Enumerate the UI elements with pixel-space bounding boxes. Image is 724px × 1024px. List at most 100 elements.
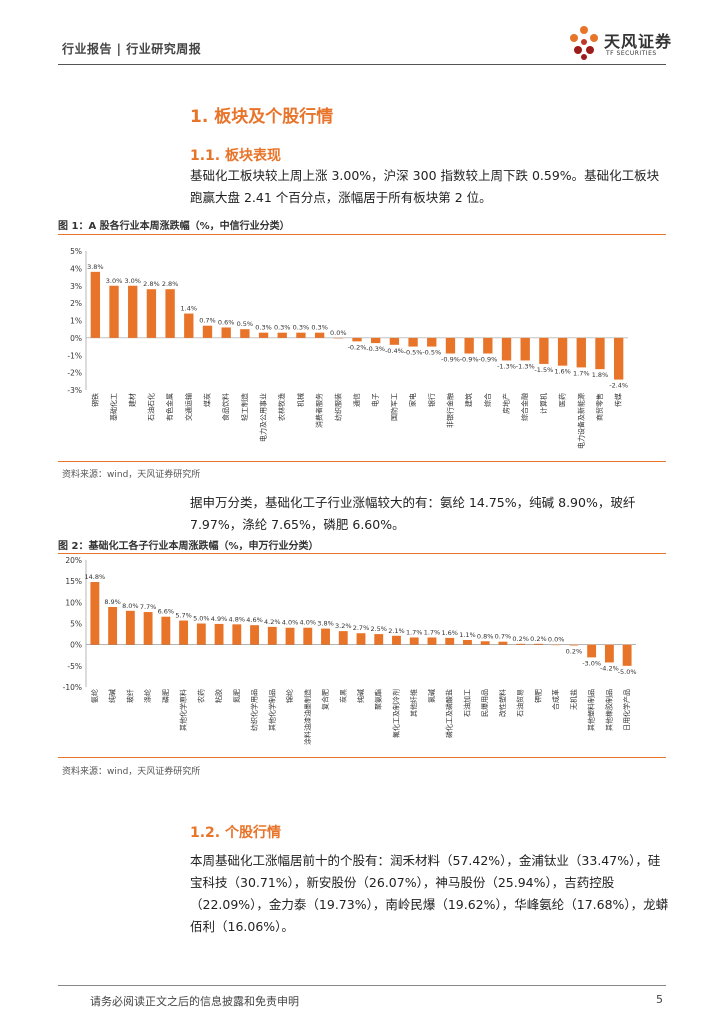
bar — [232, 624, 242, 645]
bar — [445, 637, 455, 645]
bar — [296, 332, 306, 338]
data-label: 0.3% — [274, 324, 291, 332]
data-label: 4.0% — [282, 619, 299, 627]
data-label: -0.9% — [478, 356, 497, 364]
data-label: 0.2% — [566, 648, 583, 656]
page-number: 5 — [656, 993, 663, 1006]
data-label: -1.3% — [516, 362, 535, 370]
category-label: 煤炭 — [202, 393, 211, 407]
category-label: 聚氨酯 — [374, 689, 383, 710]
footer-divider — [58, 985, 666, 986]
section-1-2-paragraph: 本周基础化工涨幅居前十的个股有：润禾材料（57.42%），金浦钛业（33.47%… — [190, 853, 669, 934]
category-label: 综合 — [483, 393, 492, 407]
data-label: 2.7% — [353, 624, 370, 632]
category-label: 农药 — [196, 689, 205, 703]
bar — [516, 643, 526, 645]
bar — [587, 644, 597, 658]
data-label: 8.0% — [122, 602, 139, 610]
category-label: 房地产 — [502, 393, 511, 414]
y-tick-label: 2% — [70, 299, 82, 308]
data-label: -0.3% — [366, 345, 385, 353]
data-label: 0.0% — [548, 636, 565, 644]
bar — [408, 337, 418, 347]
data-label: 1.7% — [406, 628, 423, 636]
category-label: 石油石化 — [146, 393, 155, 421]
category-label: 锦纶 — [285, 689, 294, 703]
y-tick-label: 10% — [65, 598, 82, 607]
data-label: 0.2% — [530, 635, 547, 643]
y-tick-label: 20% — [65, 556, 82, 565]
footer-disclaimer: 请务必阅读正文之后的信息披露和免责申明 — [90, 995, 299, 1008]
bar — [303, 627, 313, 645]
category-label: 电力设备及新能源 — [576, 393, 585, 449]
data-label: 4.6% — [246, 616, 263, 624]
bar — [277, 332, 287, 338]
data-label: 0.6% — [218, 318, 235, 326]
data-label: -1.3% — [497, 362, 516, 370]
data-label: 2.8% — [143, 280, 160, 288]
category-label: 非银行金融 — [445, 393, 454, 428]
bar — [463, 640, 472, 645]
category-label: 消费者服务 — [315, 393, 324, 428]
category-label: 粘胶 — [214, 689, 223, 703]
bar — [371, 337, 381, 344]
bar — [321, 628, 330, 645]
y-tick-label: 3% — [70, 282, 82, 291]
figure-1-chart: 5% 4% 3% 2% 1% 0% -1% -2% -3% 3.8% 钢铁 3.0% 基础化工 3.0% 建… — [67, 247, 628, 449]
bar — [125, 610, 135, 645]
bar — [557, 337, 568, 366]
bar — [427, 337, 437, 347]
bar — [613, 337, 624, 380]
data-label: -0.2% — [348, 343, 367, 351]
category-label: 综合金融 — [520, 393, 529, 421]
category-label: 医药 — [558, 393, 567, 407]
bar — [250, 625, 259, 645]
data-label: 4.0% — [300, 619, 317, 627]
y-tick-label: -5% — [67, 662, 82, 671]
category-label: 涤纶 — [143, 689, 152, 703]
category-label: 其他橡胶制品 — [604, 689, 613, 731]
y-tick-label: -10% — [63, 683, 82, 692]
category-label: 建筑 — [464, 393, 473, 407]
bar — [128, 285, 138, 338]
category-label: 日用化学产品 — [622, 689, 631, 731]
bar — [221, 327, 231, 338]
y-tick-label: 1% — [70, 317, 82, 326]
category-label: 其他塑料制品 — [587, 689, 596, 731]
bar — [333, 337, 343, 339]
category-label: 电子 — [371, 393, 380, 407]
data-label: 4.2% — [264, 618, 281, 626]
category-label: 国防军工 — [389, 393, 398, 421]
data-label: 4.9% — [211, 615, 228, 623]
bar — [480, 641, 490, 645]
figure-1-title: 图 1：A 股各行业本周涨跌幅（%，中信行业分类） — [58, 221, 290, 232]
bar — [143, 612, 153, 645]
bar — [622, 644, 632, 666]
category-label: 机械 — [296, 393, 305, 407]
category-label: 纺织化学用品 — [250, 689, 259, 731]
bar — [314, 332, 325, 338]
data-label: -5.0% — [618, 668, 637, 676]
header-divider — [58, 64, 666, 65]
category-label: 民爆用品 — [480, 689, 489, 717]
category-label: 石油加工 — [462, 689, 471, 717]
category-label: 基础化工 — [109, 393, 118, 421]
bar — [445, 337, 456, 354]
data-label: 0.5% — [237, 320, 254, 328]
bar — [146, 289, 157, 338]
bar — [595, 337, 605, 370]
data-label: 5.0% — [193, 615, 210, 623]
category-label: 氨纶 — [90, 689, 99, 703]
bar — [576, 337, 586, 368]
figure-2-title: 图 2：基础化工各子行业本周涨跌幅（%，申万行业分类） — [58, 541, 319, 552]
category-label: 氮肥 — [232, 689, 241, 703]
bar — [90, 271, 101, 338]
category-label: 家电 — [408, 393, 417, 407]
category-label: 有色金属 — [165, 393, 174, 421]
category-label: 农林牧渔 — [277, 393, 286, 421]
bar — [285, 627, 295, 645]
section-1-1-heading: 1.1. 板块表现 — [190, 148, 281, 164]
data-label: 3.8% — [87, 263, 104, 271]
data-label: 3.2% — [335, 622, 352, 630]
category-label: 其他纤维 — [409, 689, 418, 717]
